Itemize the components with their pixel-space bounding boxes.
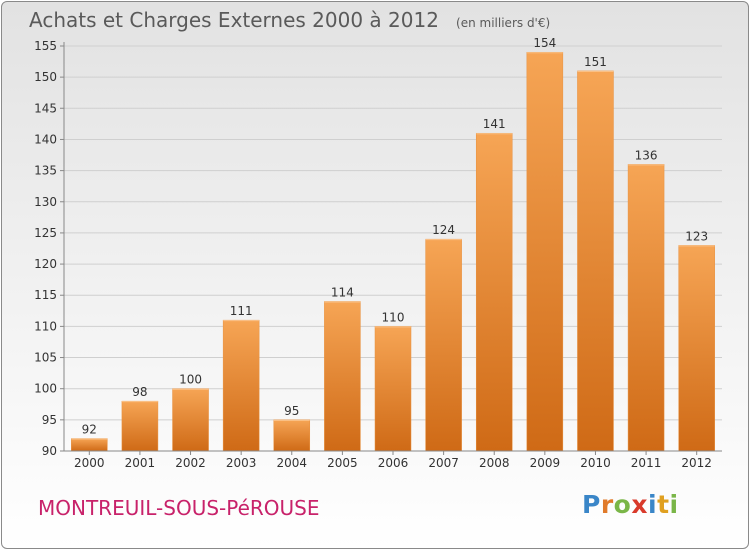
y-tick-label: 90 xyxy=(42,444,57,458)
bar xyxy=(526,51,564,452)
x-tick-label: 2010 xyxy=(580,456,611,470)
data-label: 123 xyxy=(685,229,708,243)
y-tick-label: 120 xyxy=(34,257,57,271)
y-tick-label: 110 xyxy=(34,319,57,333)
x-tick-label: 2001 xyxy=(125,456,156,470)
bar xyxy=(222,319,260,452)
title-row: Achats et Charges Externes 2000 à 2012 (… xyxy=(29,8,550,32)
y-tick-label: 115 xyxy=(34,288,57,302)
logo-letter: r xyxy=(600,490,614,519)
x-tick-label: 2011 xyxy=(631,456,662,470)
y-tick-label: 125 xyxy=(34,226,57,240)
chart-title: Achats et Charges Externes 2000 à 2012 xyxy=(29,8,439,32)
logo-letter: i xyxy=(648,490,658,519)
data-label: 136 xyxy=(635,148,658,162)
x-tick-label: 2003 xyxy=(226,456,257,470)
y-tick-label: 135 xyxy=(34,164,57,178)
data-label: 141 xyxy=(483,117,506,131)
x-tick-label: 2012 xyxy=(681,456,712,470)
bar xyxy=(324,301,361,452)
data-label: 111 xyxy=(230,304,253,318)
bar xyxy=(172,388,209,452)
logo-letter: t xyxy=(657,490,670,519)
bar xyxy=(627,164,665,452)
bar xyxy=(71,438,108,452)
y-tick-label: 150 xyxy=(34,70,57,84)
x-tick-label: 2008 xyxy=(479,456,510,470)
logo-letter: x xyxy=(631,490,648,519)
location-name: MONTREUIL-SOUS-PéROUSE xyxy=(38,496,320,520)
bar xyxy=(425,238,462,452)
data-label: 154 xyxy=(533,36,556,50)
x-tick-label: 2009 xyxy=(530,456,561,470)
x-tick-label: 2007 xyxy=(428,456,459,470)
x-tick-label: 2005 xyxy=(327,456,358,470)
y-tick-label: 145 xyxy=(34,101,57,115)
data-label: 114 xyxy=(331,285,354,299)
bar xyxy=(577,70,614,452)
y-tick-label: 140 xyxy=(34,132,57,146)
y-tick-label: 130 xyxy=(34,195,57,209)
data-label: 92 xyxy=(82,423,97,437)
proxiti-logo: Proxiti xyxy=(582,490,679,519)
x-tick-label: 2002 xyxy=(175,456,206,470)
data-label: 100 xyxy=(179,373,202,387)
bar xyxy=(374,326,412,452)
logo-letter: i xyxy=(669,490,679,519)
y-tick-label: 105 xyxy=(34,351,57,365)
bar xyxy=(273,419,311,452)
y-tick-label: 155 xyxy=(34,39,57,53)
bar xyxy=(475,132,513,452)
x-tick-label: 2006 xyxy=(378,456,409,470)
data-label: 124 xyxy=(432,223,455,237)
x-tick-label: 2004 xyxy=(276,456,307,470)
data-label: 110 xyxy=(382,310,405,324)
bar xyxy=(121,400,159,452)
bar xyxy=(678,245,715,452)
y-tick-label: 95 xyxy=(42,413,57,427)
y-tick-label: 100 xyxy=(34,382,57,396)
data-label: 151 xyxy=(584,55,607,69)
x-tick-label: 2000 xyxy=(74,456,105,470)
data-label: 98 xyxy=(132,385,147,399)
chart-subtitle: (en milliers d'€) xyxy=(456,16,551,30)
data-label: 95 xyxy=(284,404,299,418)
logo-letter: o xyxy=(613,490,632,519)
logo-letter: P xyxy=(582,490,601,519)
